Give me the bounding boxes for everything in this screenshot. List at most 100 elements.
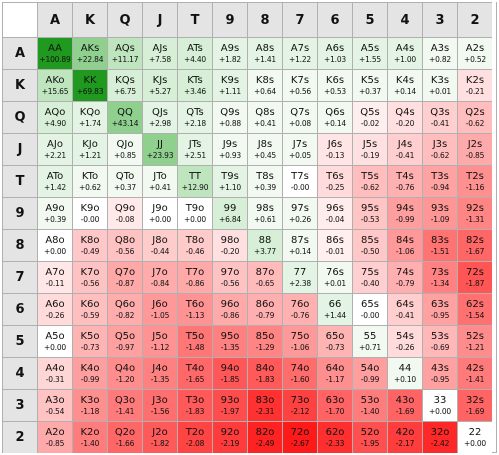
hand-cell-t2o[interactable]: T2o -2.08: [177, 421, 212, 453]
hand-cell-k5o[interactable]: K5o -0.73: [72, 325, 107, 357]
hand-cell-95s[interactable]: 95s -0.53: [352, 197, 387, 229]
hand-cell-q8o[interactable]: Q8o -0.56: [107, 229, 142, 261]
hand-cell-88[interactable]: 88 +3.77: [247, 229, 282, 261]
hand-cell-a9s[interactable]: A9s +1.82: [212, 37, 247, 69]
hand-cell-85s[interactable]: 85s -0.50: [352, 229, 387, 261]
hand-cell-t8o[interactable]: T8o -0.46: [177, 229, 212, 261]
hand-cell-jto[interactable]: JTo +0.41: [142, 165, 177, 197]
hand-cell-22[interactable]: 22 +0.00: [457, 421, 492, 453]
hand-cell-75o[interactable]: 75o -1.06: [282, 325, 317, 357]
hand-cell-jj[interactable]: JJ +23.93: [142, 133, 177, 165]
hand-cell-kjs[interactable]: KJs +5.27: [142, 69, 177, 101]
hand-cell-kqo[interactable]: KQo +1.74: [72, 101, 107, 133]
hand-cell-96o[interactable]: 96o -0.86: [212, 293, 247, 325]
hand-cell-a5o[interactable]: A5o +0.00: [37, 325, 72, 357]
hand-cell-96s[interactable]: 96s -0.04: [317, 197, 352, 229]
hand-cell-a3o[interactable]: A3o -0.54: [37, 389, 72, 421]
hand-cell-kjo[interactable]: KJo +1.21: [72, 133, 107, 165]
hand-cell-k2o[interactable]: K2o -1.40: [72, 421, 107, 453]
hand-cell-65s[interactable]: 65s -0.00: [352, 293, 387, 325]
hand-cell-72s[interactable]: 72s -1.87: [457, 261, 492, 293]
hand-cell-74s[interactable]: 74s -0.79: [387, 261, 422, 293]
hand-cell-j9s[interactable]: J9s +0.93: [212, 133, 247, 165]
hand-cell-aks[interactable]: AKs +22.84: [72, 37, 107, 69]
hand-cell-53s[interactable]: 53s -0.69: [422, 325, 457, 357]
hand-cell-82o[interactable]: 82o -2.49: [247, 421, 282, 453]
hand-cell-54s[interactable]: 54s -0.26: [387, 325, 422, 357]
hand-cell-k5s[interactable]: K5s +0.37: [352, 69, 387, 101]
hand-cell-77[interactable]: 77 +2.38: [282, 261, 317, 293]
hand-cell-87s[interactable]: 87s +0.14: [282, 229, 317, 261]
hand-cell-q2s[interactable]: Q2s -0.62: [457, 101, 492, 133]
hand-cell-q4s[interactable]: Q4s -0.20: [387, 101, 422, 133]
hand-cell-33[interactable]: 33 +0.00: [422, 389, 457, 421]
hand-cell-t9s[interactable]: T9s +1.10: [212, 165, 247, 197]
hand-cell-t8s[interactable]: T8s +0.39: [247, 165, 282, 197]
hand-cell-43s[interactable]: 43s -0.95: [422, 357, 457, 389]
hand-cell-qts[interactable]: QTs +2.18: [177, 101, 212, 133]
hand-cell-86s[interactable]: 86s -0.01: [317, 229, 352, 261]
hand-cell-q7o[interactable]: Q7o -0.87: [107, 261, 142, 293]
hand-cell-k7o[interactable]: K7o -0.56: [72, 261, 107, 293]
hand-cell-t7s[interactable]: T7s -0.00: [282, 165, 317, 197]
hand-cell-52s[interactable]: 52s -1.21: [457, 325, 492, 357]
hand-cell-ats[interactable]: ATs +4.40: [177, 37, 212, 69]
hand-cell-83o[interactable]: 83o -2.31: [247, 389, 282, 421]
hand-cell-62o[interactable]: 62o -2.33: [317, 421, 352, 453]
hand-cell-ajo[interactable]: AJo +2.21: [37, 133, 72, 165]
hand-cell-a4s[interactable]: A4s +1.00: [387, 37, 422, 69]
hand-cell-aqo[interactable]: AQo +4.90: [37, 101, 72, 133]
hand-cell-kqs[interactable]: KQs +6.75: [107, 69, 142, 101]
hand-cell-t5o[interactable]: T5o -1.48: [177, 325, 212, 357]
hand-cell-86o[interactable]: 86o -0.79: [247, 293, 282, 325]
hand-cell-32s[interactable]: 32s -1.69: [457, 389, 492, 421]
hand-cell-a2o[interactable]: A2o -0.85: [37, 421, 72, 453]
hand-cell-jts[interactable]: JTs +2.51: [177, 133, 212, 165]
hand-cell-62s[interactable]: 62s -1.54: [457, 293, 492, 325]
hand-cell-32o[interactable]: 32o -2.42: [422, 421, 457, 453]
hand-cell-aa[interactable]: AA +100.89: [37, 37, 72, 69]
hand-cell-54o[interactable]: 54o -0.99: [352, 357, 387, 389]
hand-cell-42s[interactable]: 42s -1.41: [457, 357, 492, 389]
hand-cell-t4s[interactable]: T4s -0.76: [387, 165, 422, 197]
hand-cell-t6o[interactable]: T6o -1.13: [177, 293, 212, 325]
hand-cell-a6s[interactable]: A6s +1.03: [317, 37, 352, 69]
hand-cell-k3o[interactable]: K3o -1.18: [72, 389, 107, 421]
hand-cell-76s[interactable]: 76s +0.01: [317, 261, 352, 293]
hand-cell-q2o[interactable]: Q2o -1.66: [107, 421, 142, 453]
hand-cell-qjs[interactable]: QJs +2.98: [142, 101, 177, 133]
hand-cell-98o[interactable]: 98o -0.20: [212, 229, 247, 261]
hand-cell-q9s[interactable]: Q9s +0.88: [212, 101, 247, 133]
hand-cell-83s[interactable]: 83s -1.51: [422, 229, 457, 261]
hand-cell-j7s[interactable]: J7s +0.05: [282, 133, 317, 165]
hand-cell-a2s[interactable]: A2s +0.52: [457, 37, 492, 69]
hand-cell-qq[interactable]: QQ +43.14: [107, 101, 142, 133]
hand-cell-76o[interactable]: 76o -0.76: [282, 293, 317, 325]
hand-cell-ato[interactable]: ATo +1.42: [37, 165, 72, 197]
hand-cell-q6s[interactable]: Q6s +0.14: [317, 101, 352, 133]
hand-cell-95o[interactable]: 95o -1.35: [212, 325, 247, 357]
hand-cell-ajs[interactable]: AJs +7.58: [142, 37, 177, 69]
hand-cell-j5o[interactable]: J5o -1.12: [142, 325, 177, 357]
hand-cell-q3o[interactable]: Q3o -1.41: [107, 389, 142, 421]
hand-cell-k9s[interactable]: K9s +1.11: [212, 69, 247, 101]
hand-cell-j6o[interactable]: J6o -1.05: [142, 293, 177, 325]
hand-cell-97s[interactable]: 97s +0.26: [282, 197, 317, 229]
hand-cell-t4o[interactable]: T4o -1.65: [177, 357, 212, 389]
hand-cell-92o[interactable]: 92o -2.19: [212, 421, 247, 453]
hand-cell-t9o[interactable]: T9o +0.00: [177, 197, 212, 229]
hand-cell-kto[interactable]: KTo +0.62: [72, 165, 107, 197]
hand-cell-j9o[interactable]: J9o +0.00: [142, 197, 177, 229]
hand-cell-94o[interactable]: 94o -1.85: [212, 357, 247, 389]
hand-cell-74o[interactable]: 74o -1.60: [282, 357, 317, 389]
hand-cell-73s[interactable]: 73s -1.34: [422, 261, 457, 293]
hand-cell-87o[interactable]: 87o -0.65: [247, 261, 282, 293]
hand-cell-97o[interactable]: 97o -0.56: [212, 261, 247, 293]
hand-cell-kts[interactable]: KTs +3.46: [177, 69, 212, 101]
hand-cell-qjo[interactable]: QJo +0.85: [107, 133, 142, 165]
hand-cell-q6o[interactable]: Q6o -0.82: [107, 293, 142, 325]
hand-cell-j5s[interactable]: J5s -0.19: [352, 133, 387, 165]
hand-cell-84s[interactable]: 84s -1.06: [387, 229, 422, 261]
hand-cell-a9o[interactable]: A9o +0.39: [37, 197, 72, 229]
hand-cell-j2s[interactable]: J2s -0.85: [457, 133, 492, 165]
